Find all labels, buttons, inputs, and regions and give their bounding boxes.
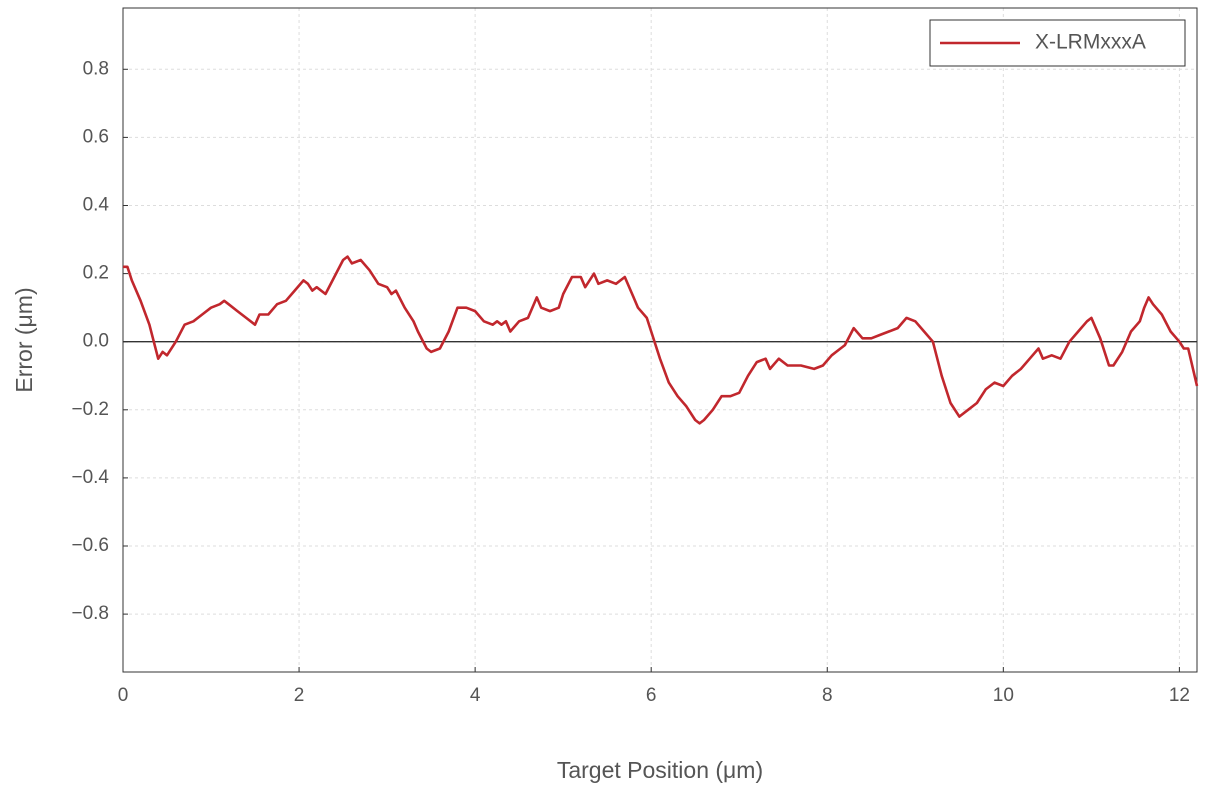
plot-frame xyxy=(122,7,1198,673)
y-tick-label: 0.2 xyxy=(83,263,109,284)
y-tick-label: 0.6 xyxy=(83,126,109,147)
x-tick-label: 10 xyxy=(993,685,1014,706)
x-tick-label: 6 xyxy=(646,685,657,706)
y-tick-label: 0.8 xyxy=(83,58,109,79)
legend-label: X-LRMxxxA xyxy=(1035,31,1146,54)
y-tick-label: 0.0 xyxy=(83,331,109,352)
x-axis-label: Target Position (μm) xyxy=(557,757,763,783)
x-tick-label: 8 xyxy=(822,685,833,706)
y-axis-label: Error (μm) xyxy=(11,287,37,392)
y-tick-label: −0.2 xyxy=(71,399,109,420)
y-tick-label: 0.4 xyxy=(83,195,110,216)
y-tick-label: −0.8 xyxy=(71,603,109,624)
x-tick-label: 2 xyxy=(294,685,305,706)
line xyxy=(123,255,1199,425)
x-tick-label: 12 xyxy=(1169,685,1190,706)
y-tick-label: −0.4 xyxy=(71,467,109,488)
y-tick-label: −0.6 xyxy=(71,535,109,556)
x-tick-label: 4 xyxy=(470,685,481,706)
x-tick-label: 0 xyxy=(118,685,129,706)
